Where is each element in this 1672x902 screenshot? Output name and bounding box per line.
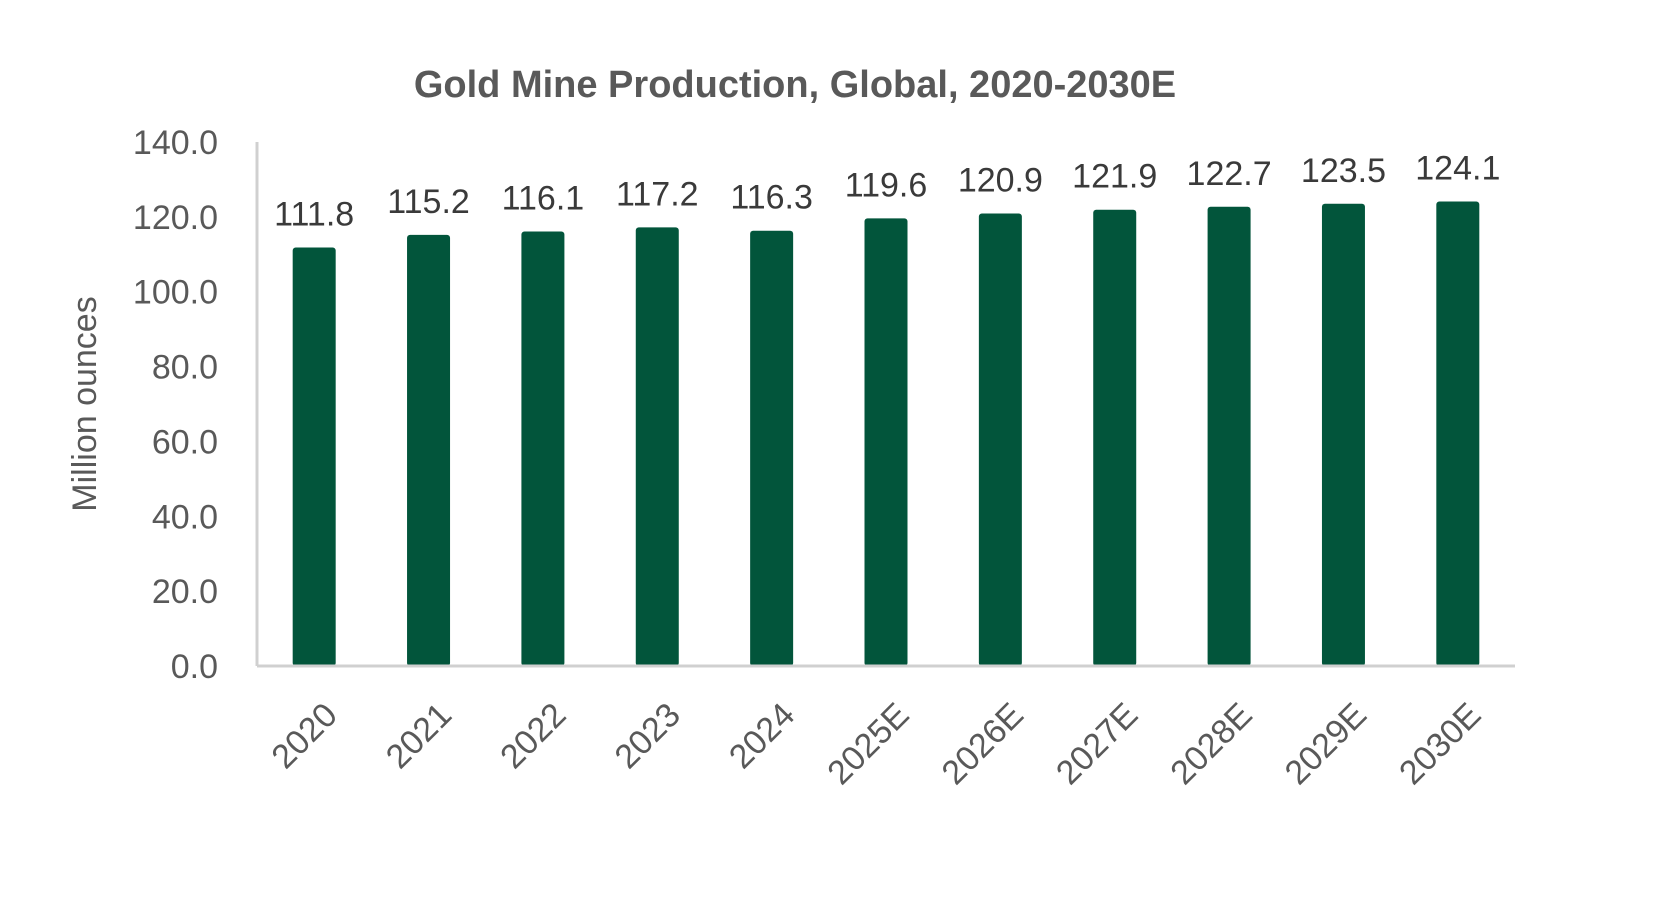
data-label: 122.7 [1187, 155, 1272, 193]
data-label: 115.2 [387, 183, 470, 221]
data-label: 116.1 [502, 179, 585, 217]
data-label: 119.6 [845, 166, 928, 204]
data-label: 124.1 [1415, 150, 1500, 188]
y-tick-label: 0.0 [171, 648, 218, 686]
bar-2024 [750, 230, 794, 666]
x-tick-label: 2022 [493, 696, 573, 776]
x-tick-label: 2030E [1392, 696, 1488, 792]
x-tick-label: 2023 [608, 696, 688, 776]
data-label: 121.9 [1072, 158, 1157, 196]
bar-2028E [1207, 206, 1251, 666]
bar-2026E [978, 213, 1022, 666]
data-label: 111.8 [274, 196, 354, 234]
y-tick-label: 60.0 [152, 423, 218, 461]
y-tick-label: 140.0 [133, 124, 218, 162]
chart-title: Gold Mine Production, Global, 2020-2030E [414, 64, 1176, 106]
y-axis-label: Million ounces [66, 296, 104, 511]
bar-2027E [1093, 209, 1137, 666]
bar-2020 [292, 247, 336, 666]
y-tick-label: 80.0 [152, 349, 218, 387]
x-tick-label: 2025E [820, 696, 916, 792]
x-tick-label: 2021 [379, 696, 459, 776]
data-label: 117.2 [616, 175, 699, 213]
data-label: 120.9 [958, 161, 1043, 199]
x-tick-label: 2020 [264, 696, 344, 776]
bar-2023 [635, 227, 679, 666]
bar-2025E [864, 218, 908, 666]
bar-2021 [407, 234, 451, 666]
x-tick-label: 2027E [1049, 696, 1145, 792]
y-tick-label: 100.0 [133, 274, 218, 312]
y-tick-label: 20.0 [152, 573, 218, 611]
x-tick-label: 2028E [1163, 696, 1259, 792]
data-label: 116.3 [730, 179, 813, 217]
x-tick-label: 2024 [722, 696, 802, 776]
x-tick-label: 2029E [1278, 696, 1374, 792]
bar-2029E [1321, 203, 1365, 666]
y-tick-label: 40.0 [152, 498, 218, 536]
data-label: 123.5 [1301, 152, 1386, 190]
bar-2030E [1436, 201, 1480, 667]
bar-2022 [521, 231, 565, 666]
x-tick-label: 2026E [935, 696, 1031, 792]
y-tick-label: 120.0 [133, 199, 218, 237]
